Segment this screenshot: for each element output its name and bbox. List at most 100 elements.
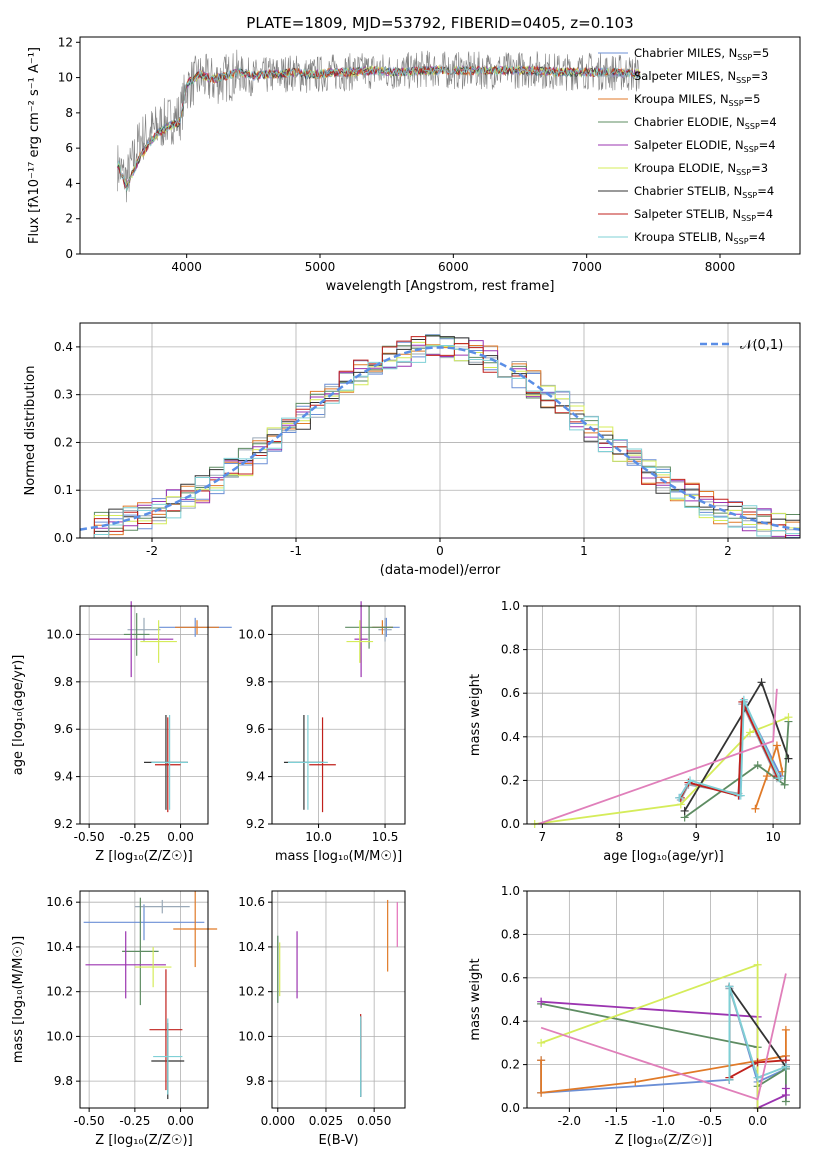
legend-sub: SSP <box>729 99 744 108</box>
model-spectrum-6 <box>117 64 641 188</box>
legend-label-6: Chabrier STELIB, NSSP=4 <box>634 184 774 200</box>
x-tick-label: 0.000 <box>261 1114 295 1128</box>
y-tick-label: 9.6 <box>54 722 73 736</box>
legend-label-5: Kroupa ELODIE, NSSP=3 <box>634 161 768 177</box>
y-tick-label: 6 <box>65 141 73 155</box>
y-axis-label: Flux [fλ10⁻¹⁷ erg cm⁻² s⁻¹ A⁻¹] <box>27 47 42 244</box>
y-tick-label: 12 <box>58 35 73 49</box>
y-axis-label: mass weight <box>468 674 483 756</box>
x-tick-label: 10 <box>765 830 780 844</box>
x-axis-label: E(B-V) <box>318 1133 358 1148</box>
plot-area <box>530 678 793 828</box>
legend-eq: =4 <box>749 230 766 244</box>
weight-marker <box>739 695 748 704</box>
y-tick-label: 10 <box>58 71 73 85</box>
y-tick-label: 10.0 <box>46 627 73 641</box>
legend-eq: =4 <box>757 184 774 198</box>
weight-marker <box>753 1073 762 1082</box>
figure-title: PLATE=1809, MJD=53792, FIBERID=0405, z=0… <box>246 14 633 32</box>
x-tick-label: 0 <box>436 544 444 558</box>
x-tick-label: 1 <box>580 544 588 558</box>
x-tick-label: -0.25 <box>119 1114 150 1128</box>
model-spectrum-5 <box>116 64 641 187</box>
legend-eq: =4 <box>760 115 777 129</box>
y-tick-label: 0.8 <box>501 927 520 941</box>
y-tick-label: 9.2 <box>54 817 73 831</box>
plot-area <box>283 601 400 813</box>
panel-age-vs-z: -0.50 -0.25 0.00 9.2 9.4 9.6 9.8 10.0 Z [log₁₀(Z… <box>11 601 232 864</box>
residual-histogram-6 <box>80 335 800 539</box>
x-tick-label: 0.00 <box>167 830 194 844</box>
weight-marker <box>537 1088 546 1097</box>
x-axis-label: wavelength [Angstrom, rest frame] <box>326 279 555 294</box>
weight-marker <box>675 793 684 802</box>
plot-area <box>537 960 790 1112</box>
weight-marker <box>631 1077 640 1086</box>
x-tick-label: 10.5 <box>372 830 399 844</box>
legend-eq: =4 <box>759 138 776 152</box>
weight-marker <box>736 791 745 800</box>
weight-marker <box>537 1038 546 1047</box>
model-spectrum-1 <box>116 65 641 189</box>
weight-line-extra <box>538 688 778 825</box>
weight-line-8 <box>728 986 787 1080</box>
x-axis-label: Z [log₁₀(Z/Z☉)] <box>95 849 192 864</box>
model-spectrum-0 <box>117 65 641 188</box>
y-tick-label: 0.0 <box>501 1101 520 1115</box>
y-tick-label: 9.8 <box>54 675 73 689</box>
weight-marker <box>753 1058 762 1067</box>
y-tick-label: 9.2 <box>246 817 265 831</box>
panel-mass-vs-z: -0.50 -0.25 0.00 9.8 10.0 10.2 10.4 10.6 Z [log₁… <box>11 890 218 1148</box>
y-axis-label: Normed distribution <box>23 366 38 496</box>
legend-sub: SSP <box>737 53 752 62</box>
weight-marker <box>784 754 793 763</box>
legend-sub: SSP <box>736 76 751 85</box>
weight-marker <box>772 741 781 750</box>
x-tick-label: 2 <box>724 544 732 558</box>
y-tick-label: 10.4 <box>46 940 73 954</box>
legend-eq: =3 <box>751 69 768 83</box>
legend-label-0: Chabrier MILES, NSSP=5 <box>634 46 769 62</box>
normal-curve <box>79 346 801 531</box>
x-tick-label: -0.50 <box>74 830 105 844</box>
weight-marker <box>746 728 755 737</box>
legend-normal-label: 𝒩(0,1) <box>740 338 783 353</box>
x-tick-label: 9 <box>692 830 700 844</box>
panel-weight-vs-age: 7 8 9 10 0.0 0.2 0.4 0.6 0.8 1.0 age [log₁₀(age/yr… <box>468 599 801 864</box>
y-tick-label: 10.2 <box>46 985 73 999</box>
x-tick-label: -1.0 <box>652 1114 675 1128</box>
x-tick-label: 5000 <box>305 260 336 274</box>
x-tick-label: 8000 <box>705 260 736 274</box>
model-spectrum-2 <box>116 65 641 190</box>
weight-marker <box>753 761 762 770</box>
y-tick-label: 9.4 <box>54 770 73 784</box>
axes-frame <box>271 890 406 1109</box>
weight-marker <box>780 780 789 789</box>
y-tick-label: 0.2 <box>501 1058 520 1072</box>
y-axis-label: mass weight <box>468 958 483 1040</box>
legend-label-1: Salpeter MILES, NSSP=3 <box>634 69 768 85</box>
y-tick-label: 9.8 <box>54 1074 73 1088</box>
y-tick-label: 10.4 <box>238 940 265 954</box>
weight-marker <box>784 713 793 722</box>
y-tick-label: 10.6 <box>238 895 265 909</box>
plot-area <box>79 334 801 539</box>
weight-line-extra <box>540 973 787 1101</box>
legend-label-3: Chabrier ELODIE, NSSP=4 <box>634 115 777 131</box>
y-tick-label: 10.0 <box>238 1029 265 1043</box>
x-tick-label: 0.050 <box>357 1114 391 1128</box>
x-axis-label: Z [log₁₀(Z/Z☉)] <box>95 1133 192 1148</box>
y-tick-label: 0.0 <box>501 817 520 831</box>
weight-marker <box>781 1025 790 1034</box>
axes-frame <box>79 36 801 255</box>
panel-mass-vs-ebv: 0.000 0.025 0.050 9.8 10.0 10.2 10.4 10.6 E(B-V) <box>238 890 406 1148</box>
weight-marker <box>725 982 734 991</box>
model-spectrum-7 <box>117 65 641 189</box>
x-tick-label: -1 <box>290 544 302 558</box>
x-tick-label: 0.00 <box>167 1114 194 1128</box>
panel-residuals: -2 -1 0 1 2 0.0 0.1 0.2 0.3 0.4 (data-model)/error… <box>23 322 801 578</box>
weight-marker <box>680 806 689 815</box>
y-tick-label: 0.6 <box>501 971 520 985</box>
legend-label-2: Kroupa MILES, NSSP=5 <box>634 92 760 108</box>
legend-sub: SSP <box>736 168 751 177</box>
